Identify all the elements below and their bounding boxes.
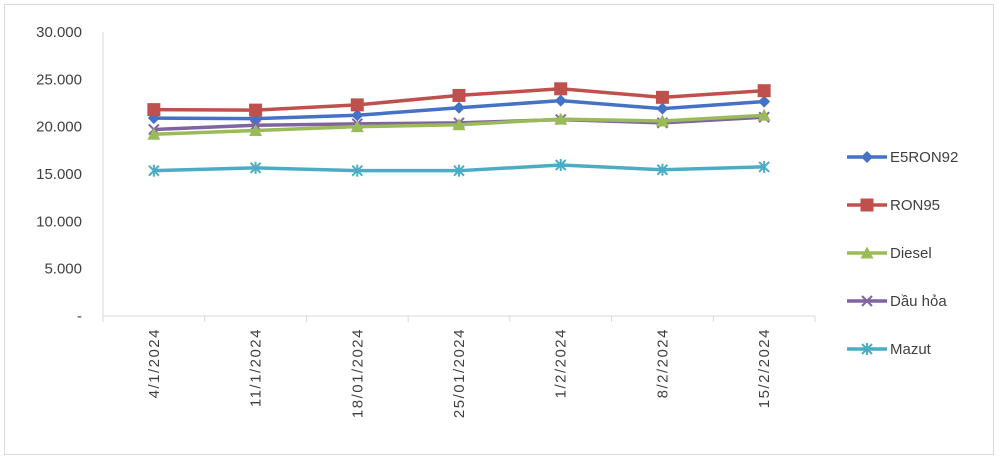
data-point-ron95 (350, 98, 364, 112)
legend-label-ron95: RON95 (890, 197, 940, 214)
legend-marker-d-u-h-a-stroke (861, 295, 873, 307)
data-point-mazut (249, 161, 262, 174)
data-point-ron95 (655, 90, 669, 104)
data-point-mazut (453, 164, 465, 177)
data-point-diesel (147, 127, 161, 140)
legend-item-e5ron92: E5RON92 (847, 149, 958, 166)
legend-label-e5ron92: E5RON92 (890, 149, 958, 166)
x-tick-label: 4/1/2024 (146, 328, 163, 398)
y-tick-label: - (77, 308, 82, 325)
data-point-diesel (554, 112, 568, 125)
data-point-diesel (452, 118, 466, 131)
legend: E5RON92 RON95 Diesel Dầu hỏa Mazut (847, 149, 958, 358)
axis-layer: - 5.000 10.000 15.000 20.000 25.000 30.000 4/1/… (36, 24, 816, 418)
data-point-diesel (757, 108, 771, 121)
data-point-diesel (350, 120, 364, 133)
data-point-mazut (555, 159, 567, 172)
y-tick-label: 20.000 (36, 119, 82, 136)
x-tick-label: 15/2/2024 (756, 328, 773, 408)
legend-marker-mazut (861, 343, 873, 355)
data-point-diesel (249, 123, 263, 136)
legend-label-d-u-h-a: Dầu hỏa (890, 293, 947, 310)
x-tick-label: 8/2/2024 (654, 328, 671, 398)
legend-marker-e5ron92 (861, 151, 873, 163)
y-tick-label: 30.000 (36, 24, 82, 41)
legend-marker-ron95 (860, 198, 874, 212)
data-point-e5ron92 (758, 95, 771, 108)
data-point-mazut (656, 163, 669, 176)
data-point-mazut (758, 160, 770, 173)
legend-marker-diesel (860, 246, 874, 259)
series-diesel (147, 108, 771, 140)
x-tick-label: 1/2/2024 (553, 328, 570, 398)
data-point-diesel (655, 114, 669, 127)
data-point-mazut (148, 164, 160, 177)
legend-item-mazut: Mazut (847, 341, 932, 358)
x-tick-label: 18/01/2024 (349, 328, 366, 418)
data-point-ron95 (147, 103, 161, 117)
legend-label-diesel: Diesel (890, 245, 932, 262)
data-point-e5ron92 (554, 94, 567, 107)
x-tick-label: 11/1/2024 (248, 328, 265, 407)
legend-marker-d-u-h-a (861, 295, 873, 307)
series-mazut (148, 159, 770, 177)
data-point-mazut (351, 164, 363, 177)
data-point-ron95 (452, 88, 466, 102)
y-tick-label: 25.000 (36, 71, 82, 88)
y-tick-label: 10.000 (36, 213, 82, 230)
legend-item-d-u-h-a: Dầu hỏa (847, 293, 947, 310)
data-point-ron95 (554, 82, 568, 96)
legend-label-mazut: Mazut (890, 341, 932, 358)
series-layer (147, 82, 771, 177)
y-tick-label: 5.000 (44, 261, 82, 278)
y-tick-label: 15.000 (36, 166, 82, 183)
legend-item-ron95: RON95 (847, 197, 940, 214)
chart-frame (4, 4, 994, 455)
series-ron95 (147, 82, 771, 117)
data-point-e5ron92 (351, 109, 364, 122)
data-point-ron95 (757, 84, 771, 98)
data-point-e5ron92 (453, 101, 465, 114)
legend-item-diesel: Diesel (847, 245, 932, 262)
data-point-ron95 (249, 103, 263, 117)
data-point-e5ron92 (656, 102, 669, 115)
x-tick-label: 25/01/2024 (451, 328, 468, 418)
